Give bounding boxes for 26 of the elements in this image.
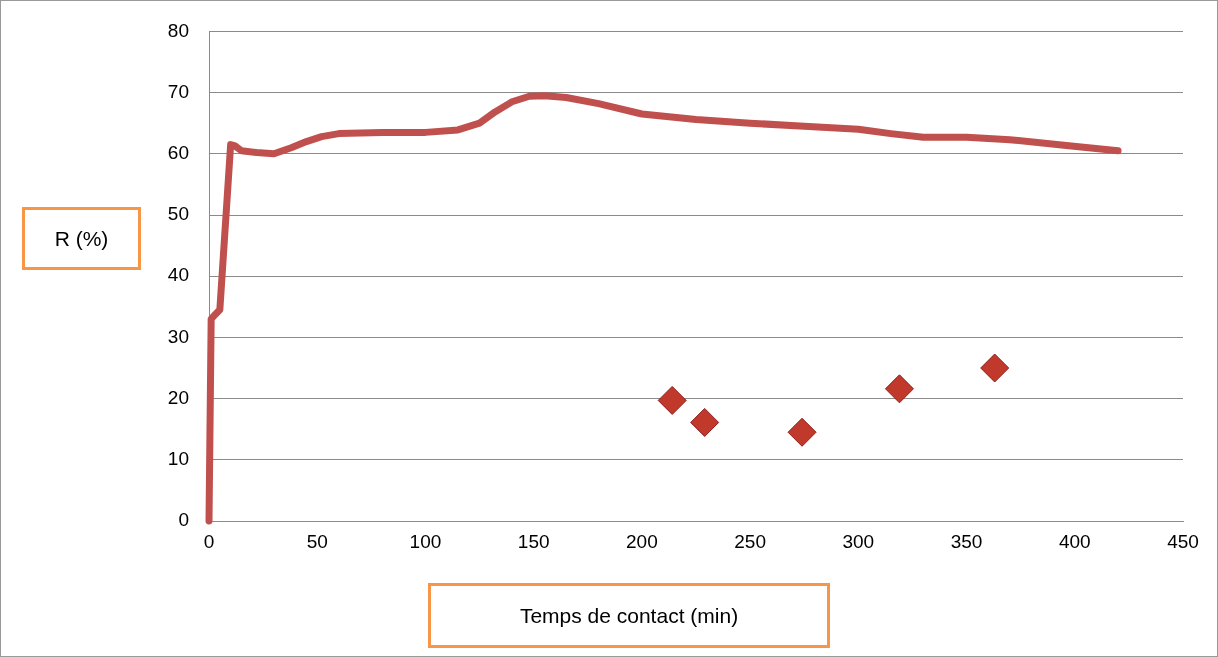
x-tick-label: 200	[626, 530, 658, 552]
x-tick-label: 150	[517, 530, 550, 552]
point	[787, 417, 817, 447]
y-axis-title: R (%)	[22, 207, 141, 270]
y-tick-label: 30	[167, 325, 189, 347]
x-tick-label: 300	[842, 530, 875, 552]
point	[657, 385, 687, 415]
y-tick-label: 10	[167, 448, 189, 470]
y-tick-label: 80	[167, 19, 189, 41]
point	[690, 407, 720, 437]
y-tick-label: 50	[167, 203, 189, 225]
x-tick-label: 100	[409, 530, 442, 552]
x-tick-label: 450	[1167, 530, 1199, 552]
x-tick-label: 250	[734, 530, 766, 552]
y-tick-label: 70	[167, 80, 189, 102]
y-tick-label: 20	[167, 386, 189, 408]
x-axis-title: Temps de contact (min)	[428, 583, 830, 648]
x-tick-label: 50	[306, 530, 328, 552]
y-tick-label: 0	[178, 509, 189, 531]
x-tick-label: 350	[950, 530, 983, 552]
point	[980, 353, 1010, 383]
x-tick-label: 400	[1058, 530, 1091, 552]
y-tick-label: 40	[167, 264, 189, 286]
point	[884, 374, 914, 404]
y-tick-label: 60	[167, 142, 189, 164]
x-tick-label: 0	[203, 530, 215, 552]
